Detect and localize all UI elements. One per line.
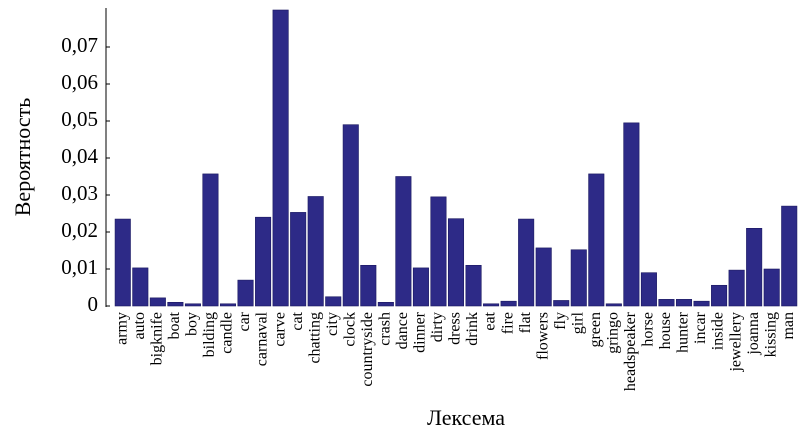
- x-tick-label: horse: [640, 312, 657, 347]
- bar: [535, 247, 552, 307]
- bar: [149, 297, 166, 307]
- bar: [342, 124, 359, 307]
- x-axis-label: Лексема: [427, 405, 505, 430]
- bar: [570, 249, 587, 307]
- x-tick-label: dirty: [429, 312, 446, 342]
- bar: [781, 205, 798, 307]
- bar: [447, 218, 465, 307]
- x-tick-label: flat: [517, 311, 534, 333]
- x-tick-label: incar: [692, 311, 709, 344]
- x-tick-label: green: [587, 312, 604, 348]
- x-tick-label: auto: [131, 312, 148, 340]
- x-tick-label: inside: [710, 312, 727, 350]
- y-tick-label: 0,03: [61, 181, 98, 205]
- x-tick-label: eat: [482, 311, 499, 330]
- x-tick-label: countryside: [359, 312, 376, 387]
- x-tick-label: boy: [184, 312, 201, 336]
- x-tick-label: city: [324, 312, 341, 336]
- bar: [658, 299, 675, 307]
- bar: [675, 299, 693, 307]
- y-tick-label: 0,04: [61, 144, 98, 168]
- x-tick-label: gringo: [605, 312, 622, 354]
- x-tick-label: joanna: [745, 312, 762, 356]
- x-tick-label: carnaval: [254, 311, 271, 366]
- x-tick-label: fire: [499, 312, 516, 334]
- bar: [640, 272, 657, 307]
- x-tick-label: bilding: [201, 312, 218, 357]
- y-tick-label: 0,06: [61, 70, 98, 94]
- bar: [763, 268, 780, 307]
- bar: [605, 303, 622, 307]
- y-axis-label: Вероятность: [10, 98, 35, 217]
- bar: [553, 300, 570, 307]
- bar: [202, 173, 219, 307]
- bar: [272, 9, 289, 307]
- bar: [588, 173, 605, 307]
- bar: [184, 303, 201, 307]
- bar: [465, 264, 482, 307]
- x-tick-label: candle: [219, 312, 236, 354]
- x-tick-label: boat: [166, 311, 183, 339]
- x-tick-label: army: [113, 312, 130, 345]
- x-tick-label: crash: [377, 312, 394, 346]
- y-tick-label: 0,01: [61, 255, 98, 279]
- bar: [237, 279, 254, 307]
- x-tick-label: car: [236, 311, 253, 331]
- x-tick-label: jewellery: [727, 312, 744, 373]
- bar: [325, 296, 342, 307]
- bar: [711, 284, 728, 307]
- x-tick-label: dance: [394, 312, 411, 349]
- x-tick-label: drink: [464, 312, 481, 346]
- bar: [518, 218, 535, 307]
- bar: [623, 122, 640, 307]
- x-tick-label: fly: [552, 312, 569, 330]
- x-tick-label: kissing: [762, 312, 779, 357]
- bar: [693, 300, 710, 307]
- bar: [307, 196, 324, 307]
- bar: [219, 303, 237, 307]
- bar: [728, 269, 745, 307]
- y-tick-label: 0,07: [61, 33, 98, 57]
- y-tick-label: 0: [88, 292, 99, 316]
- x-tick-label: girl: [569, 311, 586, 334]
- y-tick-label: 0,02: [61, 218, 98, 242]
- bar: [290, 212, 307, 307]
- x-tick-label: chatting: [306, 312, 323, 364]
- y-tick-label: 0,05: [61, 107, 98, 131]
- bar: [255, 216, 272, 307]
- bar: [167, 301, 184, 307]
- x-tick-label: bigknife: [149, 312, 166, 365]
- bar: [377, 301, 394, 307]
- x-tick-label: man: [780, 312, 797, 340]
- bar: [500, 300, 517, 307]
- x-tick-label: hunter: [675, 311, 692, 353]
- x-tick-label: clock: [341, 312, 358, 347]
- bar: [483, 303, 500, 307]
- bar: [395, 176, 412, 307]
- x-tick-label: flowers: [534, 312, 551, 360]
- bar: [132, 267, 149, 307]
- bar: [430, 196, 447, 307]
- x-tick-label: dinner: [412, 311, 429, 353]
- x-tick-label: dress: [447, 312, 464, 345]
- bar: [412, 267, 429, 307]
- bar: [114, 218, 131, 307]
- x-tick-label: house: [657, 312, 674, 349]
- x-tick-label: cat: [289, 311, 306, 330]
- x-tick-label: carve: [271, 312, 288, 347]
- bar: [746, 228, 763, 307]
- bar: [360, 264, 377, 307]
- x-tick-label: headspeaker: [622, 311, 639, 391]
